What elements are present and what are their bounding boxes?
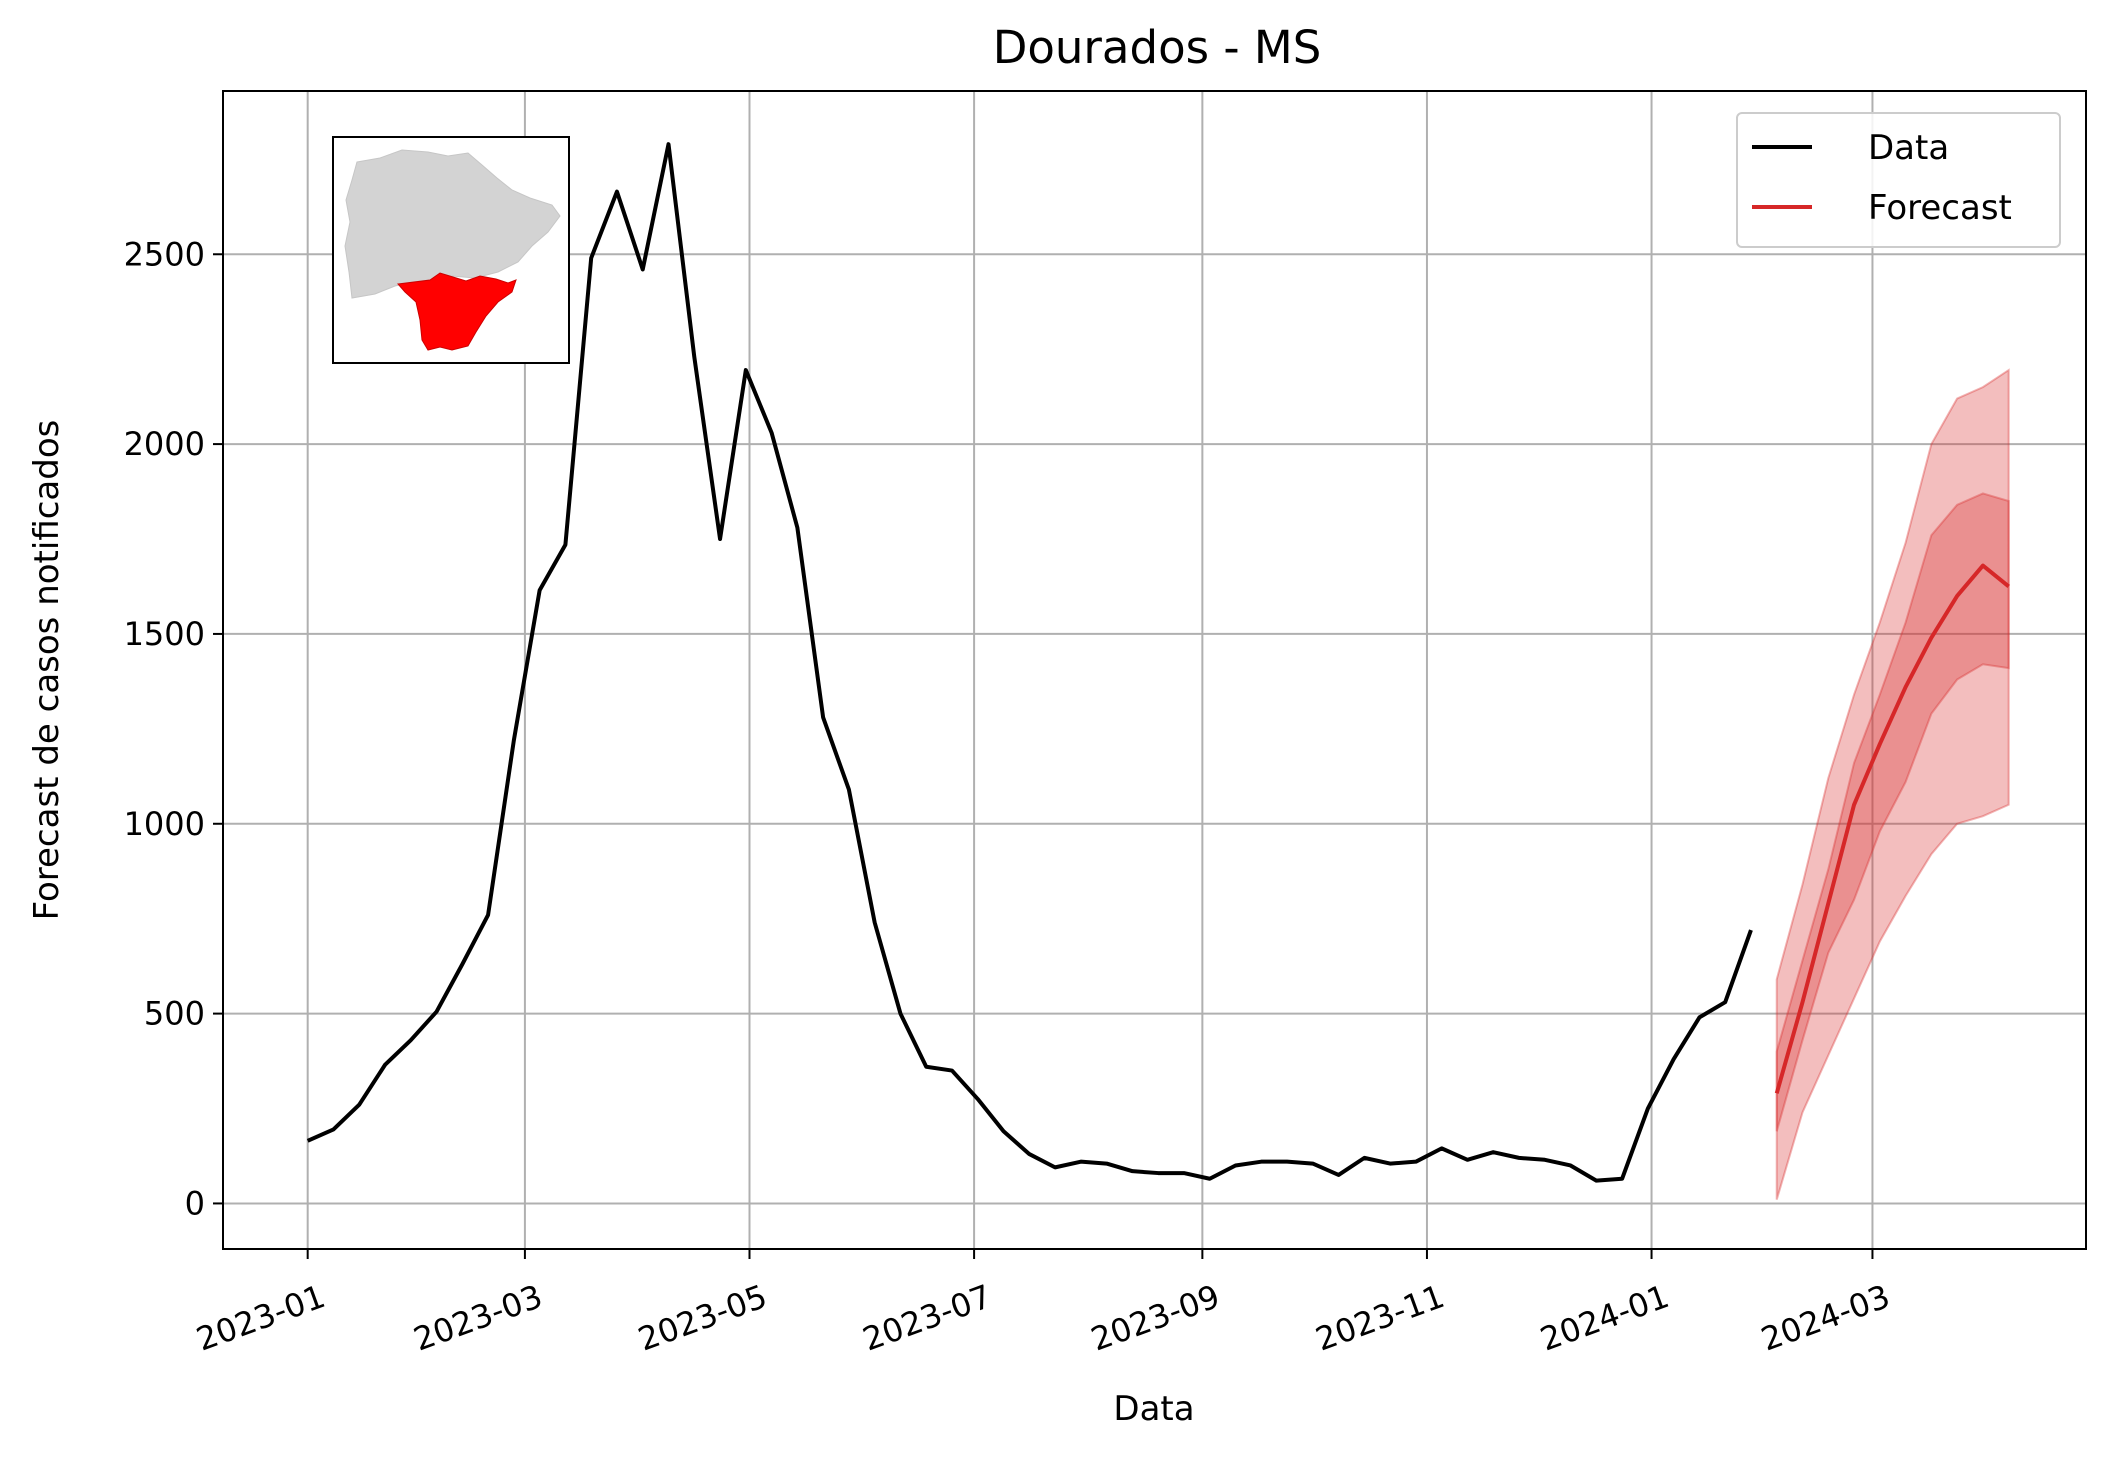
y-tick-label: 2000 bbox=[124, 425, 205, 463]
x-tick-label: 2024-01 bbox=[1535, 1277, 1674, 1358]
x-axis: 2023-01 2023-03 2023-05 2023-07 2023-09 2023-… bbox=[191, 1249, 1895, 1359]
region-highlight bbox=[397, 272, 517, 351]
y-axis: 0 500 1000 1500 2000 2500 bbox=[124, 235, 223, 1222]
x-tick-label: 2023-03 bbox=[409, 1277, 548, 1358]
y-tick-label: 1000 bbox=[124, 805, 205, 843]
forecast-band-90 bbox=[1775, 368, 2010, 1200]
x-tick-label: 2023-01 bbox=[191, 1277, 330, 1358]
y-tick-label: 0 bbox=[185, 1184, 205, 1222]
x-axis-label: Data bbox=[1113, 1389, 1194, 1429]
series-lines bbox=[306, 142, 2010, 1183]
y-axis-label: Forecast de casos notificados bbox=[27, 420, 67, 921]
y-tick-label: 2500 bbox=[124, 235, 205, 273]
state-shape bbox=[344, 149, 561, 299]
x-tick-label: 2023-07 bbox=[858, 1277, 997, 1358]
x-tick-label: 2023-09 bbox=[1086, 1277, 1225, 1358]
legend-label-forecast: Forecast bbox=[1868, 188, 2012, 228]
chart-title: Dourados - MS bbox=[993, 21, 1322, 74]
plot-frame bbox=[222, 90, 2087, 1250]
legend-box bbox=[1736, 112, 2061, 248]
legend: Data Forecast bbox=[1736, 112, 2061, 248]
forecast-line bbox=[1774, 563, 2010, 1094]
y-tick-label: 500 bbox=[144, 995, 205, 1033]
x-tick-label: 2024-03 bbox=[1756, 1277, 1895, 1358]
y-tick-label: 1500 bbox=[124, 615, 205, 653]
forecast-band-50 bbox=[1775, 492, 2010, 1132]
x-tick-label: 2023-05 bbox=[633, 1277, 772, 1358]
x-tick-label: 2023-11 bbox=[1311, 1277, 1450, 1358]
legend-label-data: Data bbox=[1868, 128, 1949, 168]
inset-map bbox=[332, 136, 570, 364]
forecast-bands bbox=[1775, 368, 2010, 1200]
